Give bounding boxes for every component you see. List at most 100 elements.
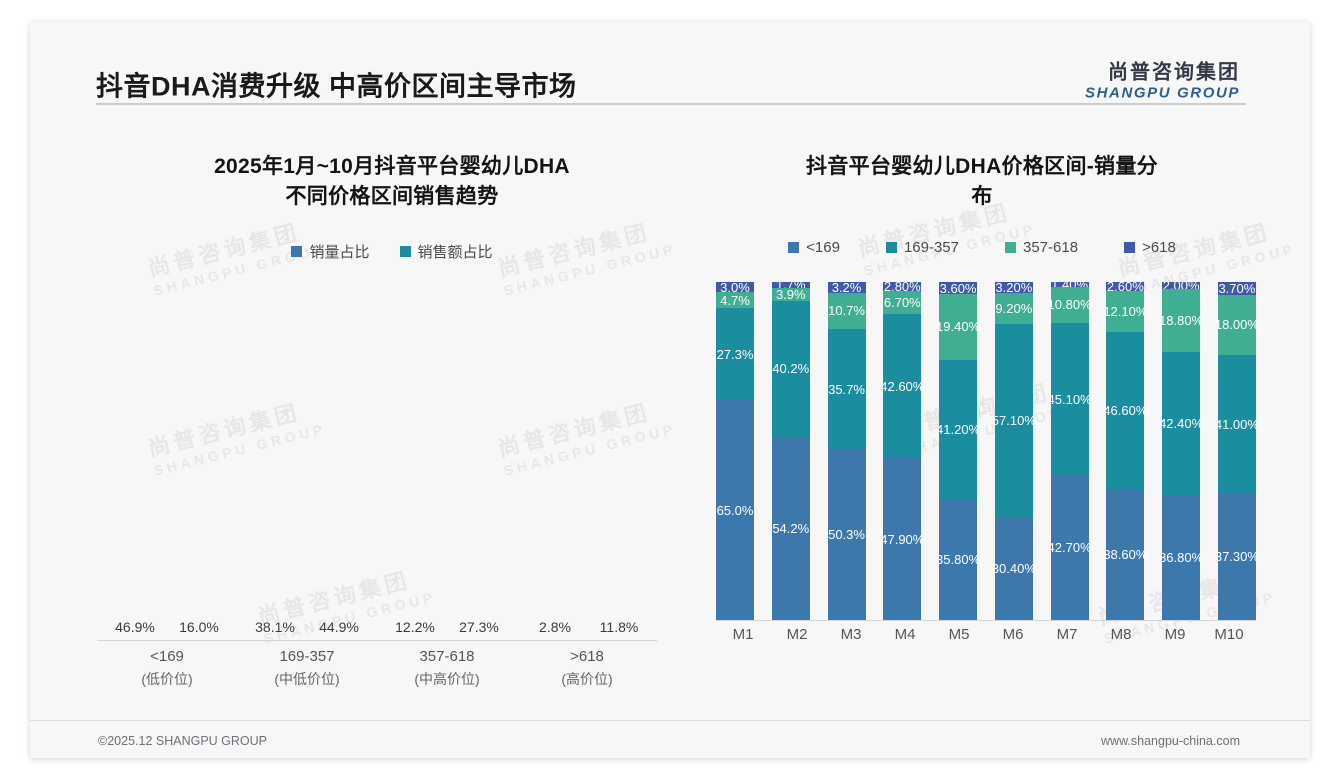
legend-swatch-icon [1124, 241, 1136, 253]
stack-segment-label: 42.40% [1159, 416, 1204, 432]
stacked-bar-column[interactable]: 3.0% 4.7% 27.3% 65.0% [716, 279, 754, 620]
stack-segment[interactable]: 3.9% [771, 286, 810, 302]
bar-value-label: 44.9% [319, 619, 359, 635]
legend-swatch-icon [1005, 241, 1016, 253]
left-chart-legend: 销量占比 销售额占比 [92, 241, 692, 262]
stacked-bar-column[interactable]: 3.70% 18.00% 41.00% 37.30% [1214, 281, 1259, 620]
brand-logo-cn: 尚普咨询集团 [1108, 61, 1240, 84]
x-axis-month-4: M4 [894, 626, 916, 643]
stack-segment[interactable]: 10.7% [827, 292, 866, 329]
stack-segment[interactable]: 35.7% [827, 328, 866, 450]
stack-segment[interactable]: 3.60% [939, 281, 978, 296]
stack-segment-label: 65.0% [716, 502, 754, 518]
stack-segment-label: 35.7% [828, 381, 865, 397]
stack-segment[interactable]: 57.10% [991, 323, 1036, 517]
stack-segment[interactable]: 10.80% [1047, 286, 1092, 324]
stack-segment-label: 37.30% [1214, 549, 1259, 565]
bar-group-bars: 12.2% 27.3% [377, 282, 517, 640]
stacked-bar-column[interactable]: 2.00% 18.80% 42.40% 36.80% [1159, 278, 1204, 620]
stack-segment-label: 10.80% [1047, 297, 1092, 313]
stack-segment[interactable]: 35.80% [936, 498, 980, 620]
legend-label: 销量占比 [309, 243, 370, 261]
grouped-bar-chart: 46.9% 16.0% 38.1% 44.9% 12.2% 27.3% 2.8% 11.8% … [92, 282, 692, 702]
stack-segment[interactable]: 54.2% [771, 436, 810, 620]
stack-segment[interactable]: 50.3% [827, 449, 866, 620]
stack-segment-label: 2.60% [1106, 278, 1144, 294]
stack-segment[interactable]: 46.60% [1103, 331, 1147, 490]
stack-segment-label: 45.10% [1047, 391, 1092, 407]
stack-segment-label: 3.20% [995, 279, 1033, 295]
stack-segment-label: 2.80% [883, 279, 921, 295]
slide-header: 抖音DHA消费升级 中高价区间主导市场 尚普咨询集团 SHANGPU GROUP [30, 22, 1310, 118]
stack-segment[interactable]: 12.10% [1103, 290, 1147, 332]
stack-segment[interactable]: 36.80% [1159, 495, 1204, 620]
stack-segment-label: 36.80% [1159, 550, 1204, 566]
legend-item-price-3[interactable]: >618 [1124, 239, 1176, 256]
legend-item-price-0[interactable]: <169 [788, 239, 840, 256]
stack-segment[interactable]: 42.70% [1048, 475, 1092, 620]
panel-sales-trend: 2025年1月~10月抖音平台婴幼儿DHA 不同价格区间销售趋势 销量占比 销售额… [92, 132, 692, 702]
bar-group-bars: 2.8% 11.8% [517, 282, 657, 640]
stacked-bar-column[interactable]: 1.7% 3.9% 40.2% 54.2% [771, 277, 810, 620]
stack-segment[interactable]: 3.70% [1217, 281, 1256, 296]
stacked-bar-column[interactable]: 3.20% 9.20% 57.10% 30.40% [991, 279, 1036, 620]
stack-segment[interactable]: 3.2% [827, 279, 866, 295]
stack-segment[interactable]: 30.40% [992, 516, 1036, 620]
stack-segment[interactable]: 27.3% [716, 308, 754, 401]
footer-copyright: ©2025.12 SHANGPU GROUP [98, 734, 267, 748]
stacked-bar-column[interactable]: 1.40% 10.80% 45.10% 42.70% [1047, 277, 1092, 620]
stack-segment-label: 57.10% [991, 412, 1036, 428]
stack-segment[interactable]: 38.60% [1103, 489, 1147, 620]
stack-segment[interactable]: 4.7% [716, 292, 754, 308]
legend-item-0[interactable]: 销量占比 [291, 241, 370, 262]
stacked-bar-column[interactable]: 3.60% 19.40% 41.20% 35.80% [936, 281, 980, 620]
stack-segment[interactable]: 41.00% [1215, 355, 1259, 494]
stack-segment[interactable]: 42.40% [1159, 352, 1204, 496]
stack-segment[interactable]: 42.60% [880, 314, 924, 459]
x-axis-month-10: M10 [1214, 626, 1244, 643]
stack-segment[interactable]: 41.20% [936, 359, 980, 499]
stack-segment[interactable]: 6.70% [883, 291, 922, 315]
legend-item-price-1[interactable]: 169-357 [885, 239, 959, 256]
left-chart-title: 2025年1月~10月抖音平台婴幼儿DHA 不同价格区间销售趋势 [214, 155, 570, 209]
stack-segment[interactable]: 65.0% [716, 400, 754, 620]
x-axis-sublabel: (低价位) [141, 670, 193, 687]
stack-segment[interactable]: 47.90% [880, 458, 924, 620]
stack-segment[interactable]: 19.40% [936, 294, 980, 360]
stack-segment[interactable]: 9.20% [994, 292, 1033, 324]
stack-segment[interactable]: 18.80% [1159, 288, 1203, 353]
bar-group-bars: 46.9% 16.0% [97, 282, 237, 640]
stack-segment[interactable]: 18.00% [1215, 294, 1259, 356]
legend-label: <169 [806, 238, 840, 256]
right-chart-title: 抖音平台婴幼儿DHA价格区间-销量分 布 [806, 155, 1158, 209]
stacked-bar-column[interactable]: 3.2% 10.7% 35.7% 50.3% [827, 279, 866, 620]
stack-segment-label: 3.9% [775, 286, 806, 302]
header-divider [96, 103, 1246, 105]
stack-segment[interactable]: 45.10% [1047, 323, 1092, 476]
stack-segment-label: 50.3% [828, 527, 865, 543]
x-axis-month-6: M6 [1002, 626, 1024, 643]
stacked-bar-column[interactable]: 2.60% 12.10% 46.60% 38.60% [1103, 278, 1147, 620]
stack-segment[interactable]: 2.60% [1106, 278, 1145, 294]
stacked-bar-column[interactable]: 2.80% 6.70% 42.60% 47.90% [880, 279, 924, 620]
bar-group: 46.9% 16.0% [97, 282, 237, 640]
legend-item-price-2[interactable]: 357-618 [1005, 239, 1078, 256]
legend-item-1[interactable]: 销售额占比 [399, 241, 493, 262]
stack-segment[interactable]: 37.30% [1214, 493, 1259, 620]
panel-price-distribution: 抖音平台婴幼儿DHA价格区间-销量分 布 <169 169-357 357-618 >… [702, 132, 1262, 702]
stack-segment[interactable]: 40.2% [771, 300, 810, 437]
x-axis-sublabel: (中高价位) [414, 670, 480, 687]
stack-segment[interactable]: 3.20% [994, 279, 1033, 295]
x-axis-category-4: >618 (高价位) [517, 646, 657, 690]
left-plot-area: 46.9% 16.0% 38.1% 44.9% 12.2% 27.3% 2.8% 11.8% [97, 282, 657, 640]
x-axis-label: 357-618 [419, 648, 475, 665]
x-axis-label: <169 [150, 648, 184, 665]
stack-segment[interactable]: 3.0% [716, 279, 754, 295]
stack-segment[interactable]: 2.80% [883, 279, 922, 295]
x-axis-label: 169-357 [279, 648, 335, 665]
stack-segment[interactable]: 2.00% [1162, 278, 1201, 293]
stack-segment-label: 10.7% [828, 303, 865, 319]
bar-value-label: 27.3% [459, 619, 499, 635]
stack-segment-label: 3.0% [720, 279, 750, 295]
stack-segment-label: 3.2% [831, 279, 862, 295]
